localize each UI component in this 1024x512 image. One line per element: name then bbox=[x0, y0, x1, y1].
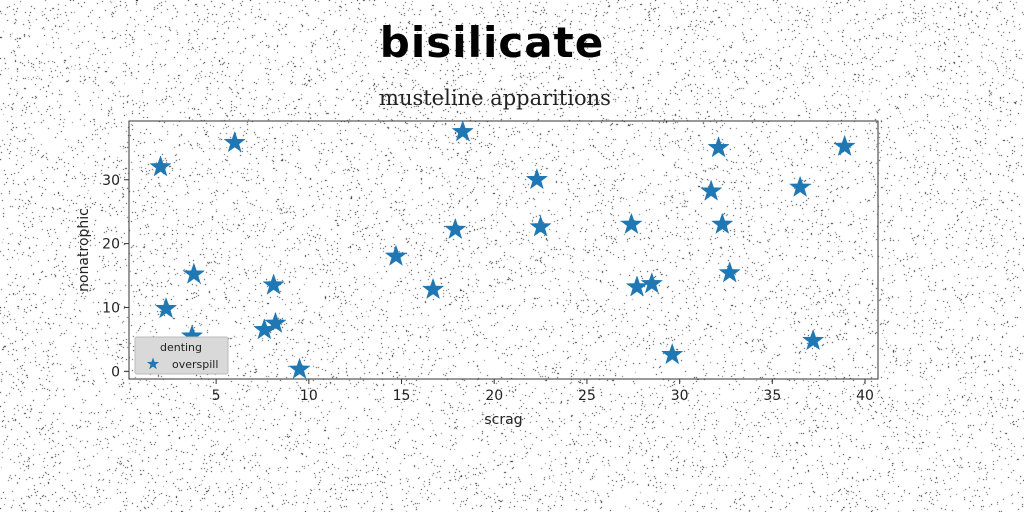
data-point-star bbox=[149, 155, 172, 177]
x-tick-label: 5 bbox=[212, 388, 221, 404]
data-point-star bbox=[661, 342, 684, 365]
data-point-star bbox=[262, 273, 285, 295]
x-tick-label: 35 bbox=[763, 388, 781, 404]
y-axis-label: nonatrophic bbox=[76, 208, 92, 292]
data-point-star bbox=[833, 134, 856, 157]
data-point-star bbox=[529, 215, 552, 237]
x-tick-label: 20 bbox=[485, 388, 503, 404]
legend-box bbox=[134, 336, 229, 375]
data-point-star bbox=[451, 120, 474, 142]
x-tick-label: 10 bbox=[300, 388, 318, 404]
data-point-star bbox=[182, 262, 206, 284]
y-tick-label: 20 bbox=[102, 237, 120, 253]
data-point-star bbox=[640, 272, 664, 294]
x-tick-label: 40 bbox=[856, 388, 874, 404]
data-point-star bbox=[384, 244, 408, 266]
data-point-star bbox=[264, 311, 287, 333]
legend-star-marker bbox=[146, 357, 160, 370]
x-tick-label: 15 bbox=[393, 388, 411, 404]
legend: denting overspill bbox=[134, 336, 229, 375]
x-axis-ticks: 5 10 15 20 25 30 35 40 bbox=[212, 379, 874, 404]
data-point-star bbox=[620, 212, 643, 234]
x-tick-label: 25 bbox=[578, 388, 596, 404]
legend-entry-label: overspill bbox=[172, 358, 218, 371]
data-point-star bbox=[223, 130, 246, 153]
x-axis-label: scrag bbox=[484, 412, 522, 428]
data-point-star bbox=[699, 179, 723, 201]
data-point-star bbox=[288, 357, 311, 379]
chart-subtitle: musteline apparitions bbox=[379, 86, 611, 110]
data-point-star bbox=[525, 167, 549, 190]
data-point-star bbox=[718, 261, 741, 283]
data-point-star bbox=[711, 212, 734, 234]
data-point-star bbox=[421, 277, 445, 300]
data-point-star bbox=[801, 328, 825, 351]
scatter-points bbox=[149, 120, 856, 379]
chart-title: bisilicate bbox=[379, 18, 605, 67]
data-point-star bbox=[625, 275, 649, 297]
plot-area bbox=[128, 120, 879, 380]
y-axis-ticks: 0 10 20 30 bbox=[102, 173, 129, 380]
x-tick-label: 30 bbox=[671, 388, 689, 404]
data-point-star bbox=[707, 136, 730, 158]
data-point-star bbox=[444, 217, 467, 240]
y-tick-label: 30 bbox=[102, 173, 120, 189]
data-point-star bbox=[788, 175, 812, 197]
y-tick-label: 0 bbox=[111, 364, 120, 380]
y-tick-label: 10 bbox=[102, 300, 120, 316]
data-point-star bbox=[154, 296, 178, 319]
legend-title: denting bbox=[160, 341, 202, 354]
